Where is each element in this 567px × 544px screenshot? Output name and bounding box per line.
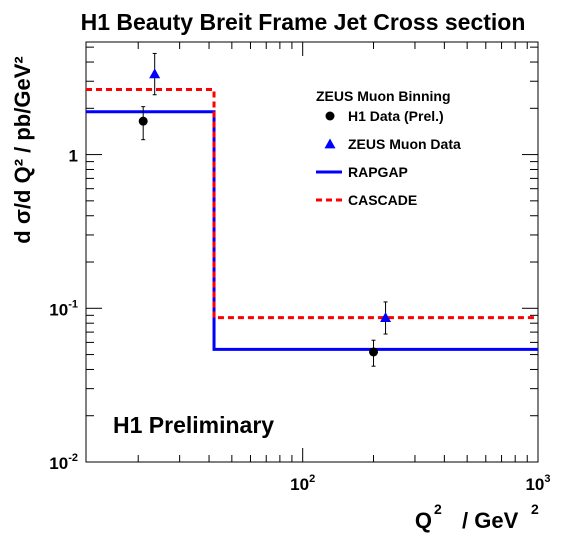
legend-label-h1-data-prel-: H1 Data (Prel.) <box>348 108 444 124</box>
x-tick-label-base: 10 <box>525 475 544 494</box>
x-tick-label-exp: 3 <box>544 473 550 485</box>
series-line-rapgap <box>86 110 538 351</box>
data-point-zeus-muon-data <box>380 312 392 322</box>
legend-title: ZEUS Muon Binning <box>316 88 451 104</box>
legend-marker-h1-data-prel- <box>325 111 335 121</box>
legend-marker-zeus-muon-data <box>324 138 336 149</box>
chart-title: H1 Beauty Breit Frame Jet Cross section <box>81 9 526 35</box>
y-axis-label: d σ/d Q² / pb/GeV² <box>10 56 35 243</box>
x-axis-label-main: Q <box>415 508 432 533</box>
y-tick-label-base: 10 <box>49 454 68 473</box>
data-point-zeus-muon-data <box>149 68 161 79</box>
x-axis-label: Q 2 / GeV 2 <box>415 501 539 533</box>
legend-label-cascade: CASCADE <box>348 192 417 208</box>
plot-frame <box>85 41 539 463</box>
annotation-h1-preliminary: H1 Preliminary <box>113 412 274 438</box>
y-tick-label-base: 10 <box>49 300 68 319</box>
y-tick-label-base: 1 <box>69 147 78 166</box>
legend: ZEUS Muon Binning H1 Data (Prel.) ZEUS Mu… <box>316 88 461 208</box>
series-line-cascade <box>86 88 538 320</box>
x-axis-label-unit-sup: 2 <box>531 501 539 517</box>
data-point-h1-data-prel- <box>369 347 379 357</box>
y-axis-label-text: d σ/d Q² / pb/GeV² <box>10 56 35 243</box>
x-axis-label-unit: / GeV <box>462 508 519 533</box>
y-tick-label-exp: -2 <box>68 452 78 464</box>
x-tick-label-exp: 2 <box>309 473 315 485</box>
data-point-h1-data-prel- <box>138 116 148 126</box>
legend-label-zeus-muon-data: ZEUS Muon Data <box>348 136 461 152</box>
y-tick-label-exp: -1 <box>68 298 78 310</box>
plot-area: 10 2 10 310 -210 -11 <box>49 41 551 494</box>
legend-label-rapgap: RAPGAP <box>348 164 408 180</box>
x-axis-label-sup: 2 <box>434 501 442 517</box>
x-tick-label-base: 10 <box>290 475 309 494</box>
